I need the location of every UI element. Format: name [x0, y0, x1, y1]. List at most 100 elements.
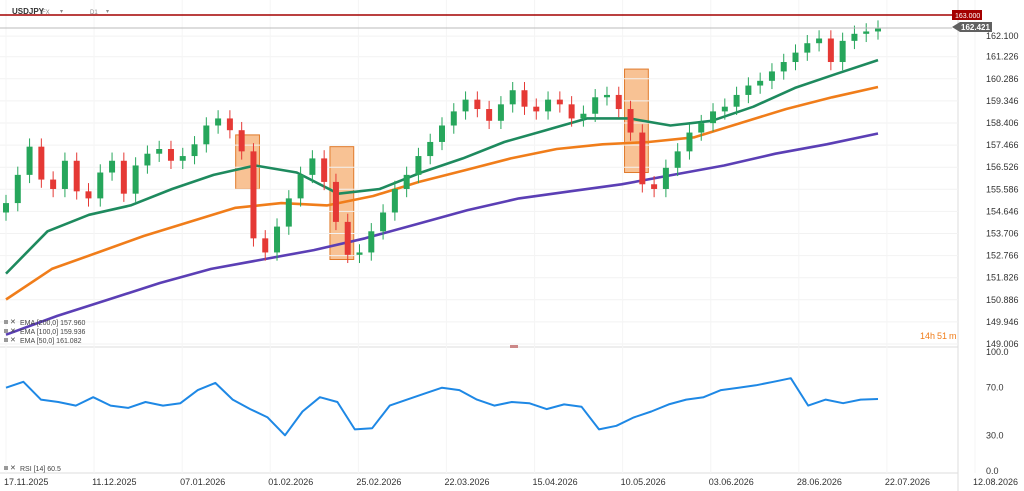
candle-body[interactable] [85, 191, 92, 199]
candle-body[interactable] [309, 158, 316, 175]
candle-body[interactable] [497, 104, 504, 121]
legend-rsi[interactable]: RSI [14] 60.5 [20, 466, 61, 473]
candle-body[interactable] [686, 132, 693, 152]
symbol-label[interactable]: USDJPY [12, 7, 45, 16]
candle-body[interactable] [509, 90, 516, 105]
candle-body[interactable] [97, 172, 104, 199]
candle-body[interactable] [450, 111, 457, 126]
candle-body[interactable] [285, 198, 292, 227]
legend-close-icon[interactable]: ✕ [10, 465, 16, 472]
candle-body[interactable] [238, 130, 245, 152]
rsi-line[interactable] [5, 377, 879, 437]
candle-body[interactable] [167, 149, 174, 161]
candle-body[interactable] [827, 38, 834, 63]
legend-ema100[interactable]: EMA [100,0] 159.936 [20, 329, 85, 336]
candle-body[interactable] [144, 153, 151, 166]
candle-body[interactable] [344, 221, 351, 255]
legend-close-icon[interactable]: ✕ [10, 319, 16, 326]
candle-body[interactable] [391, 188, 398, 213]
candle-body[interactable] [26, 146, 33, 175]
candle-body[interactable] [603, 94, 610, 98]
candle-body[interactable] [615, 94, 622, 110]
candle-body[interactable] [3, 203, 9, 213]
countdown-minutes: 51 [937, 331, 947, 341]
candle-body[interactable] [639, 132, 646, 185]
candle-body[interactable] [651, 184, 658, 189]
candle-body[interactable] [580, 113, 587, 119]
candle-body[interactable] [768, 71, 775, 81]
candle-body[interactable] [332, 181, 339, 222]
price-tick-label: 149.006 [986, 339, 1019, 349]
ema100-line[interactable] [5, 85, 879, 301]
legend-close-icon[interactable]: ✕ [10, 337, 16, 344]
candle-body[interactable] [556, 99, 563, 105]
candle-body[interactable] [439, 125, 445, 142]
candle-body[interactable] [427, 141, 434, 157]
candle-body[interactable] [38, 146, 45, 180]
candle-body[interactable] [816, 38, 823, 44]
candle-body[interactable] [875, 28, 881, 32]
rsi-settings-icon[interactable] [4, 466, 8, 470]
candle-body[interactable] [415, 156, 422, 175]
candle-body[interactable] [710, 111, 717, 124]
candle-body[interactable] [674, 151, 681, 168]
candle-body[interactable] [545, 99, 552, 112]
candle-body[interactable] [50, 179, 57, 189]
candle-body[interactable] [191, 144, 198, 157]
candle-body[interactable] [250, 151, 257, 239]
candle-body[interactable] [120, 160, 127, 194]
candle-body[interactable] [733, 94, 740, 107]
candle-body[interactable] [839, 40, 846, 63]
candle-body[interactable] [61, 160, 68, 189]
candle-body[interactable] [132, 165, 139, 194]
candle-body[interactable] [698, 123, 705, 133]
candle-body[interactable] [203, 125, 210, 145]
candle-body[interactable] [851, 33, 858, 41]
candle-body[interactable] [521, 90, 528, 107]
candle-body[interactable] [863, 31, 870, 34]
candle-body[interactable] [156, 149, 163, 154]
ema50-settings-icon[interactable] [4, 338, 8, 342]
candle-body[interactable] [780, 62, 787, 72]
candle-body[interactable] [804, 43, 811, 53]
candle-body[interactable] [403, 174, 410, 189]
candle-body[interactable] [274, 226, 281, 253]
candle-body[interactable] [568, 104, 575, 119]
ema50-line[interactable] [5, 58, 879, 275]
candle-body[interactable] [627, 109, 634, 133]
candle-body[interactable] [356, 252, 363, 255]
legend-ema50[interactable]: EMA [50,0] 161.082 [20, 338, 82, 345]
ema200-line[interactable] [5, 132, 879, 336]
candle-body[interactable] [368, 231, 375, 253]
candle-body[interactable] [109, 160, 116, 173]
candle-body[interactable] [321, 158, 328, 182]
timeframe-dropdown-icon[interactable]: ▾ [106, 9, 109, 15]
candle-body[interactable] [215, 118, 222, 126]
candle-body[interactable] [721, 106, 728, 112]
legend-close-icon[interactable]: ✕ [10, 328, 16, 335]
legend-ema200[interactable]: EMA [200,0] 157.960 [20, 320, 85, 327]
candle-body[interactable] [474, 99, 481, 110]
candle-body[interactable] [662, 167, 669, 189]
candle-body[interactable] [486, 109, 493, 121]
candle-body[interactable] [297, 174, 304, 199]
candle-body[interactable] [745, 85, 752, 95]
candle-body[interactable] [462, 99, 469, 112]
candle-body[interactable] [73, 160, 80, 192]
symbol-dropdown-icon[interactable]: ▾ [60, 9, 63, 15]
ema200-settings-icon[interactable] [4, 320, 8, 324]
date-tick-label: 12.08.2026 [973, 477, 1018, 487]
candle-body[interactable] [226, 118, 233, 131]
candle-body[interactable] [757, 80, 764, 86]
ema100-settings-icon[interactable] [4, 329, 8, 333]
pane-resize-handle[interactable] [510, 345, 518, 348]
candle-body[interactable] [592, 97, 599, 114]
candle-body[interactable] [14, 174, 21, 204]
candle-body[interactable] [380, 212, 387, 232]
candle-body[interactable] [262, 238, 269, 253]
candle-body[interactable] [533, 106, 540, 112]
candle-body[interactable] [792, 52, 799, 63]
candle-body[interactable] [179, 156, 186, 161]
timeframe-label[interactable]: D1 [90, 10, 98, 16]
